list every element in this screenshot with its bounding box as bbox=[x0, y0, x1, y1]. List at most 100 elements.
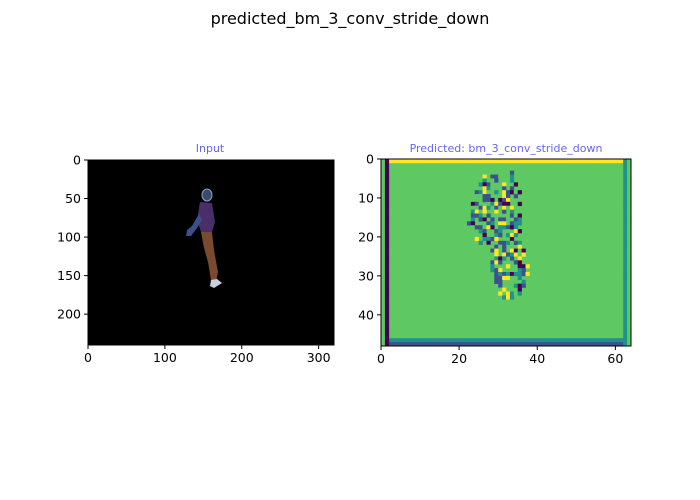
heatmap-cell bbox=[494, 174, 499, 179]
heatmap-cell bbox=[509, 209, 515, 214]
heatmap-border-cell bbox=[384, 260, 390, 265]
heatmap-border-cell bbox=[498, 338, 503, 343]
heatmap-border-cell bbox=[486, 342, 491, 347]
heatmap-border-cell bbox=[627, 213, 632, 218]
heatmap-border-cell bbox=[615, 342, 620, 347]
heatmap-border-cell bbox=[384, 217, 390, 222]
heatmap-border-cell bbox=[623, 310, 628, 316]
heatmap-cell bbox=[494, 256, 499, 261]
heatmap-border-cell bbox=[381, 170, 386, 175]
heatmap-border-cell bbox=[576, 342, 581, 347]
heatmap-border-cell bbox=[381, 217, 386, 222]
heatmap-border-cell bbox=[381, 318, 386, 323]
heatmap-border-cell bbox=[466, 338, 472, 343]
heatmap-border-cell bbox=[381, 201, 386, 207]
heatmap-border-cell bbox=[381, 275, 386, 281]
heatmap-border-cell bbox=[384, 236, 390, 242]
heatmap-border-cell bbox=[627, 159, 632, 164]
heatmap-cell bbox=[490, 182, 495, 187]
heatmap-border-cell bbox=[408, 338, 413, 343]
heatmap-border-cell bbox=[463, 342, 468, 347]
heatmap-border-cell bbox=[381, 174, 386, 179]
heatmap-border-cell bbox=[486, 159, 491, 164]
pred-ytick-label: 0 bbox=[366, 152, 374, 167]
heatmap-cell bbox=[498, 221, 503, 226]
heatmap-cell bbox=[490, 174, 495, 179]
heatmap-border-cell bbox=[420, 159, 425, 164]
heatmap-border-cell bbox=[486, 338, 491, 343]
heatmap-border-cell bbox=[545, 342, 550, 347]
heatmap-cell bbox=[509, 256, 515, 261]
heatmap-cell bbox=[482, 197, 487, 203]
heatmap-cell bbox=[482, 190, 487, 195]
heatmap-border-cell bbox=[545, 338, 550, 343]
heatmap-cell bbox=[509, 225, 515, 230]
heatmap-border-cell bbox=[627, 194, 632, 199]
heatmap-cell bbox=[521, 264, 526, 269]
heatmap-border-cell bbox=[381, 279, 386, 284]
heatmap-cell bbox=[521, 268, 526, 273]
heatmap-border-cell bbox=[498, 159, 503, 164]
heatmap-cell bbox=[478, 229, 483, 234]
heatmap-border-cell bbox=[381, 197, 386, 203]
heatmap-cell bbox=[506, 197, 511, 203]
heatmap-border-cell bbox=[623, 182, 628, 187]
heatmap-border-cell bbox=[623, 170, 628, 175]
heatmap-cell bbox=[513, 217, 519, 222]
heatmap-cell bbox=[506, 190, 511, 195]
heatmap-border-cell bbox=[384, 264, 390, 269]
pred-ytick-label: 40 bbox=[358, 307, 374, 322]
heatmap-border-cell bbox=[506, 342, 511, 347]
heatmap-border-cell bbox=[591, 342, 597, 347]
heatmap-cell bbox=[494, 275, 499, 281]
heatmap-border-cell bbox=[623, 295, 628, 300]
heatmap-cell bbox=[494, 209, 499, 214]
heatmap-border-cell bbox=[560, 342, 565, 347]
heatmap-cell bbox=[513, 205, 519, 210]
heatmap-cell bbox=[506, 225, 511, 230]
heatmap-border-cell bbox=[420, 338, 425, 343]
heatmap-border-cell bbox=[384, 291, 390, 296]
heatmap-border-cell bbox=[466, 159, 472, 164]
heatmap-cell bbox=[509, 236, 515, 242]
heatmap-border-cell bbox=[381, 310, 386, 316]
heatmap-cell bbox=[506, 229, 511, 234]
person-silhouette bbox=[186, 188, 222, 288]
heatmap-cell bbox=[482, 233, 487, 238]
heatmap-border-cell bbox=[623, 252, 628, 257]
heatmap-border-cell bbox=[537, 159, 542, 164]
heatmap-cell bbox=[509, 244, 515, 249]
heatmap-border-cell bbox=[478, 342, 483, 347]
heatmap-cell bbox=[494, 201, 499, 207]
heatmap-border-cell bbox=[431, 342, 436, 347]
heatmap-border-cell bbox=[627, 291, 632, 296]
heatmap-cell bbox=[470, 205, 476, 210]
heatmap-cell bbox=[494, 244, 499, 249]
heatmap-border-cell bbox=[431, 159, 436, 164]
heatmap-border-cell bbox=[627, 252, 632, 257]
heatmap-border-cell bbox=[384, 178, 390, 183]
heatmap-border-cell bbox=[384, 213, 390, 218]
heatmap-border-cell bbox=[509, 159, 515, 164]
heatmap-border-cell bbox=[384, 159, 390, 164]
heatmap-border-cell bbox=[384, 342, 390, 347]
heatmap-border-cell bbox=[384, 326, 390, 331]
heatmap-border-cell bbox=[580, 159, 585, 164]
heatmap-cell bbox=[506, 217, 511, 222]
heatmap-cell bbox=[521, 248, 526, 253]
heatmap-cell bbox=[486, 197, 491, 203]
heatmap-border-cell bbox=[572, 159, 577, 164]
heatmap-border-cell bbox=[384, 174, 390, 179]
heatmap-border-cell bbox=[381, 221, 386, 226]
heatmap-border-cell bbox=[384, 201, 390, 207]
heatmap-border-cell bbox=[627, 299, 632, 304]
heatmap-border-cell bbox=[494, 159, 499, 164]
heatmap-border-cell bbox=[560, 338, 565, 343]
heatmap-border-cell bbox=[455, 342, 460, 347]
heatmap-border-cell bbox=[381, 334, 386, 339]
heatmap-cell bbox=[513, 240, 519, 246]
heatmap-border-cell bbox=[381, 240, 386, 246]
heatmap-border-cell bbox=[455, 338, 460, 343]
heatmap-border-cell bbox=[384, 197, 390, 203]
heatmap-border-cell bbox=[627, 217, 632, 222]
